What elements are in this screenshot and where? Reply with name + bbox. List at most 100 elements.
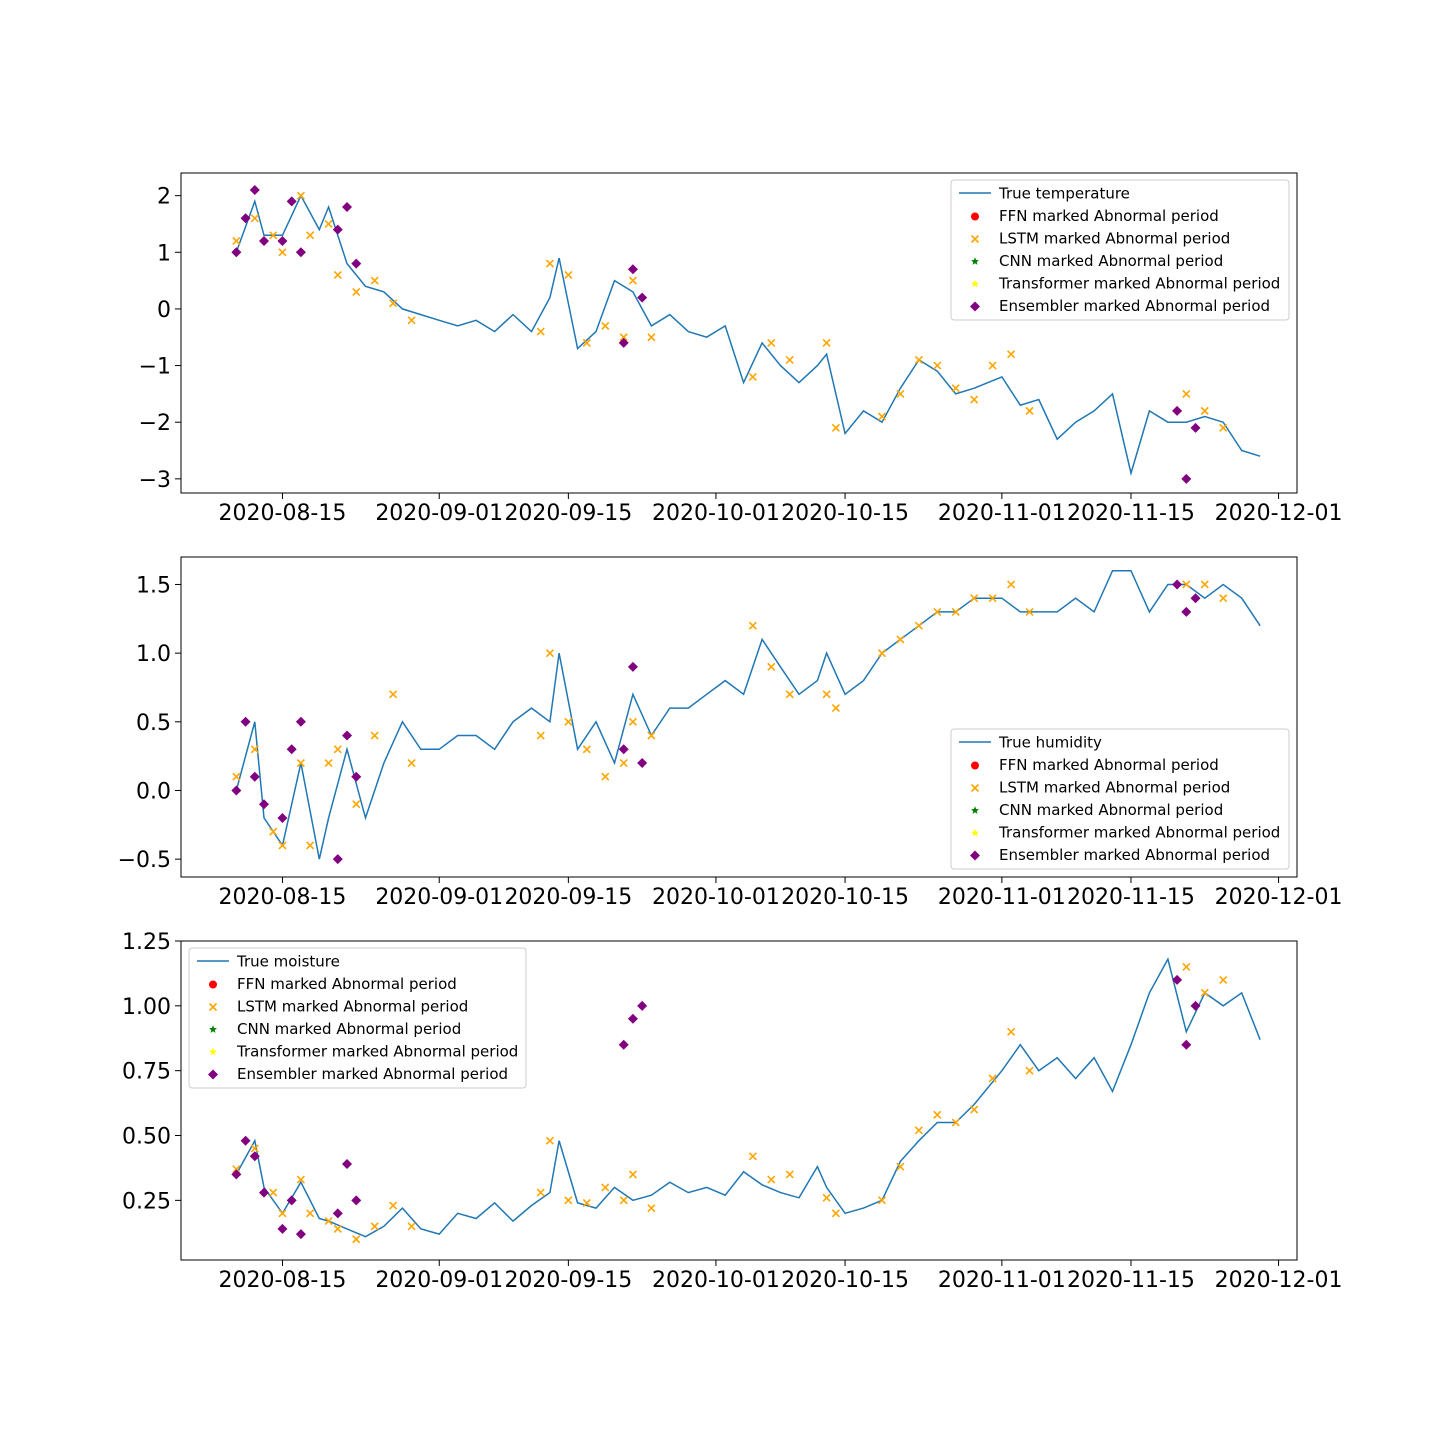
lstm-marker [389, 690, 398, 699]
x-tick-label: 2020-09-01 [375, 1268, 503, 1293]
lstm-marker [628, 1170, 637, 1179]
lstm-marker [988, 1074, 997, 1083]
ensembler-marker [240, 213, 251, 224]
lstm-marker [1025, 406, 1034, 415]
ensembler-marker [342, 1159, 353, 1170]
ensembler-marker [240, 1135, 251, 1146]
lstm-marker [877, 412, 887, 421]
ensembler-marker [627, 264, 638, 275]
lstm-marker [1200, 988, 1209, 997]
ensembler-marker [1181, 473, 1192, 484]
ensembler-marker [1181, 606, 1192, 617]
lstm-marker [306, 841, 315, 850]
ensembler-marker [351, 771, 362, 782]
lstm-marker [1025, 607, 1034, 617]
legend-label: True humidity [998, 734, 1102, 752]
x-tick-label: 2020-11-01 [938, 885, 1066, 910]
ensembler-marker [295, 1229, 306, 1240]
ensembler-marker [1172, 579, 1183, 590]
x-tick-label: 2020-09-15 [504, 885, 632, 910]
lstm-marker [748, 372, 757, 381]
ensembler-marker [627, 661, 638, 672]
x-tick-label: 2020-10-15 [781, 501, 909, 526]
lstm-marker [278, 841, 287, 850]
lstm-marker [269, 1188, 278, 1197]
x-tick-label: 2020-11-15 [1067, 501, 1195, 526]
lstm-marker [933, 361, 942, 370]
x-tick-label: 2020-09-15 [504, 501, 632, 526]
legend-label: FFN marked Abnormal period [999, 756, 1219, 774]
lstm-marker [333, 270, 342, 280]
legend-label: FFN marked Abnormal period [999, 207, 1219, 225]
lstm-marker [324, 758, 333, 768]
legend-marker-swatch [971, 828, 979, 837]
ensembler-marker [277, 812, 288, 823]
lstm-marker [933, 1110, 942, 1119]
lstm-marker [601, 321, 610, 330]
lstm-marker [324, 219, 333, 229]
ensembler-marker [286, 744, 297, 755]
lstm-marker [352, 287, 361, 297]
x-tick-label: 2020-08-15 [219, 885, 347, 910]
ensembler-marker [249, 1151, 260, 1162]
lstm-marker [970, 1105, 979, 1114]
legend-label: LSTM marked Abnormal period [999, 779, 1230, 797]
lstm-marker [767, 662, 776, 671]
legend-box [188, 947, 527, 1089]
ensembler-marker [259, 235, 270, 246]
lstm-marker [306, 231, 315, 240]
lstm-marker [1007, 1027, 1016, 1036]
lstm-marker [822, 338, 831, 347]
x-tick-label: 2020-12-01 [1215, 1268, 1343, 1293]
lstm-marker [1200, 580, 1209, 589]
legend-label: Ensembler marked Abnormal period [999, 297, 1270, 315]
lstm-marker [582, 745, 591, 754]
x-tick-label: 2020-09-01 [375, 885, 503, 910]
lstm-marker [296, 758, 305, 768]
lstm-marker [269, 827, 278, 836]
y-tick-label: −0.5 [118, 848, 171, 873]
lstm-marker [536, 327, 545, 336]
legend-marker-swatch [970, 301, 980, 312]
ensembler-marker [277, 235, 288, 246]
legend-label: Transformer marked Abnormal period [998, 824, 1280, 842]
lstm-marker [582, 1198, 591, 1208]
series-line [235, 569, 1261, 860]
lstm-marker [278, 248, 287, 257]
lstm-marker [896, 1162, 905, 1171]
legend-marker-swatch [971, 257, 979, 265]
legend-marker-swatch [971, 212, 979, 221]
lstm-marker [370, 1222, 379, 1231]
lstm-marker [896, 635, 905, 644]
lstm-marker [970, 395, 979, 404]
ensembler-marker [618, 744, 629, 755]
legend-label: CNN marked Abnormal period [999, 801, 1223, 819]
series-line [235, 957, 1261, 1238]
lstm-marker [269, 231, 278, 240]
legend-label: Ensembler marked Abnormal period [999, 846, 1270, 864]
lstm-marker [647, 731, 656, 740]
lstm-marker [1219, 975, 1228, 984]
x-tick-label: 2020-08-15 [219, 1268, 347, 1293]
ensembler-marker [1190, 422, 1201, 433]
lstm-marker [232, 772, 241, 781]
y-tick-label: 0.0 [136, 779, 171, 804]
lstm-marker [988, 361, 997, 370]
ensembler-marker [286, 1195, 297, 1206]
x-tick-label: 2020-10-15 [781, 1268, 909, 1293]
lstm-marker [407, 758, 416, 768]
legend-marker-swatch [209, 980, 217, 989]
lstm-marker [582, 338, 591, 347]
ensembler-marker [231, 247, 242, 258]
ensembler-marker [231, 785, 242, 796]
lstm-marker [1219, 423, 1228, 432]
lstm-marker [250, 214, 259, 223]
lstm-marker [748, 621, 757, 630]
ensembler-marker [618, 337, 629, 348]
lstm-marker [601, 772, 610, 781]
legend-label: True moisture [236, 953, 340, 971]
ensembler-marker [249, 184, 260, 195]
legend-marker-swatch [970, 850, 980, 861]
legend-label: FFN marked Abnormal period [237, 975, 457, 993]
